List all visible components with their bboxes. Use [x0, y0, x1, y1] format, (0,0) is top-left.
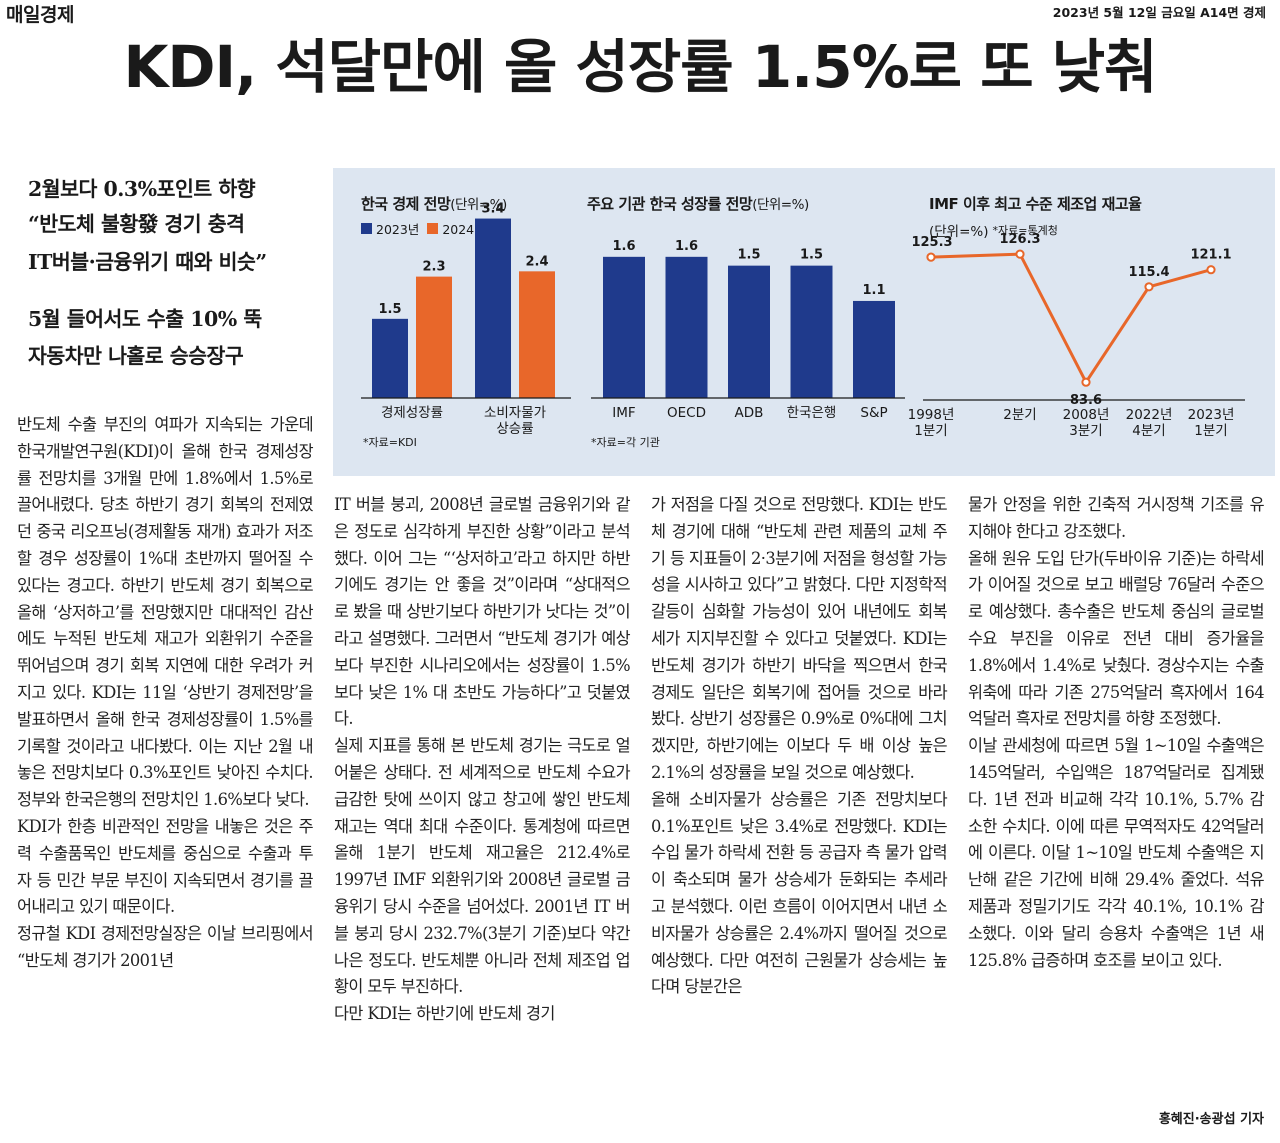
data-label: 1.1 — [862, 283, 885, 298]
paragraph: 물가 안정을 위한 긴축적 거시정책 기조를 유지해야 한다고 강조했다. — [968, 495, 1265, 541]
category-label: 한국은행 — [787, 405, 837, 421]
subhead-2: “반도체 불황發 경기 충격 — [28, 212, 245, 236]
article-column-1: 반도체 수출 부진의 여파가 지속되는 가운데 한국개발연구원(KDI)이 올해… — [17, 412, 314, 975]
data-point — [1081, 377, 1091, 387]
data-label: 2.3 — [422, 260, 445, 275]
article-column-3: 가 저점을 다질 것으로 전망했다. KDI는 반도체 경기에 대해 “반도체 … — [651, 492, 948, 1001]
paragraph: 이날 관세청에 따르면 5월 1~10일 수출액은 145억달러, 수입액은 1… — [968, 736, 1265, 970]
chart3-title: IMF 이후 최고 수준 제조업 재고율 — [929, 195, 1142, 213]
bar — [853, 300, 895, 398]
data-label: 1.5 — [800, 248, 823, 263]
data-label: 1.5 — [737, 248, 760, 263]
subhead-5: 자동차만 나홀로 승승장구 — [28, 344, 244, 368]
charts-svg: 1.5 2.3 경제성장률 3.4 2.4 소비자물가 상승률 1.6 IMF 1.6 OECD 1.… — [361, 202, 1245, 439]
paragraph: 정규철 KDI 경제전망실장은 이날 브리핑에서 “반도체 경기가 2001년 — [17, 924, 314, 970]
category-label: ADB — [735, 405, 764, 421]
masthead-logo: 매일경제 — [6, 4, 74, 26]
category-label: OECD — [667, 405, 706, 421]
category-label: 2분기 — [1003, 407, 1036, 423]
data-label: 1.6 — [612, 239, 635, 254]
legend-swatch-2024 — [427, 223, 439, 234]
subhead-4: 5월 들어서도 수출 10% 뚝 — [28, 307, 262, 331]
category-label: 1998년 1분기 — [908, 407, 955, 439]
bar — [475, 218, 511, 398]
chart2-title: 주요 기관 한국 성장률 전망(단위=%) — [587, 195, 809, 213]
category-label: S&P — [860, 405, 887, 421]
chart3-source: *자료=통계청 — [992, 224, 1058, 237]
data-label: 83.6 — [1070, 393, 1102, 408]
chart2-unit: (단위=%) — [752, 197, 809, 213]
chart3-unit: (단위=%) — [929, 224, 989, 240]
paragraph: 올해 원유 도입 단가(두바이유 기준)는 하락세가 이어질 것으로 보고 배럴… — [968, 548, 1265, 729]
paragraph: IT 버블 붕괴, 2008년 글로벌 금융위기와 같은 정도로 심각하게 부진… — [334, 495, 631, 729]
bar — [519, 271, 555, 398]
chart2-source: *자료=각 기관 — [591, 436, 660, 449]
data-label: 121.1 — [1190, 248, 1231, 263]
data-label: 3.4 — [481, 202, 504, 217]
legend-2024: 2024년 — [442, 222, 486, 237]
category-label: 2022년 4분기 — [1126, 407, 1173, 439]
category-label: IMF — [612, 405, 635, 421]
dateline: 2023년 5월 12일 금요일 A14면 경제 — [1052, 5, 1266, 20]
paragraph: KDI가 한층 비관적인 전망을 내놓은 것은 주력 수출품목인 반도체를 중심… — [17, 816, 314, 917]
category-label: 소비자물가 상승률 — [484, 405, 546, 437]
subhead-3: IT버블·금융위기 때와 비슷” — [28, 250, 267, 274]
article-column-2: IT 버블 붕괴, 2008년 글로벌 금융위기와 같은 정도로 심각하게 부진… — [334, 492, 631, 1028]
article-column-4: 물가 안정을 위한 긴축적 거시정책 기조를 유지해야 한다고 강조했다. 올해… — [968, 492, 1265, 974]
paragraph: 다만 KDI는 하반기에 반도체 경기 — [334, 1004, 555, 1024]
data-label: 125.3 — [911, 235, 952, 250]
paragraph: 올해 소비자물가 상승률은 기존 전망치보다 0.1%포인트 낮은 3.4%로 … — [651, 789, 948, 997]
data-label: 1.6 — [675, 239, 698, 254]
chart1-title: 한국 경제 전망(단위=%) — [361, 195, 507, 213]
chart1-source: *자료=KDI — [363, 436, 417, 449]
bar — [372, 318, 408, 398]
data-point — [1015, 249, 1025, 259]
data-point — [1144, 282, 1154, 292]
chart1-unit: (단위=%) — [450, 197, 507, 213]
legend-swatch-2023 — [361, 223, 372, 234]
paragraph: 가 저점을 다질 것으로 전망했다. KDI는 반도체 경기에 대해 “반도체 … — [651, 495, 948, 782]
byline: 홍혜진·송광섭 기자 — [1158, 1112, 1264, 1127]
data-label: 115.4 — [1128, 265, 1169, 280]
category-label: 경제성장률 — [381, 405, 443, 421]
headline: KDI, 석달만에 올 성장률 1.5%로 또 낮춰 — [123, 33, 1157, 101]
data-label: 126.3 — [999, 232, 1040, 247]
bar — [665, 256, 708, 398]
data-point — [926, 252, 936, 262]
category-label: 2023년 1분기 — [1188, 407, 1235, 439]
chart3-subtitle: (단위=%) *자료=통계청 — [929, 220, 1058, 240]
bar — [790, 265, 833, 398]
bar — [416, 276, 452, 398]
chart1-legend: 2023년 2024년 — [361, 219, 486, 238]
subhead-1: 2월보다 0.3%포인트 하향 — [28, 177, 256, 201]
bar — [603, 256, 645, 398]
data-label: 1.5 — [378, 302, 401, 317]
paragraph: 반도체 수출 부진의 여파가 지속되는 가운데 한국개발연구원(KDI)이 올해… — [17, 415, 314, 810]
bar — [728, 265, 770, 398]
data-label: 2.4 — [525, 254, 548, 269]
data-point — [1206, 265, 1216, 275]
category-label: 2008년 3분기 — [1063, 407, 1110, 439]
paragraph: 실제 지표를 통해 본 반도체 경기는 극도로 얼어붙은 상태다. 전 세계적으… — [334, 736, 631, 997]
legend-2023: 2023년 — [376, 222, 420, 237]
infographic-panel: 한국 경제 전망(단위=%) 2023년 2024년 *자료=KDI 주요 기관… — [333, 168, 1275, 476]
